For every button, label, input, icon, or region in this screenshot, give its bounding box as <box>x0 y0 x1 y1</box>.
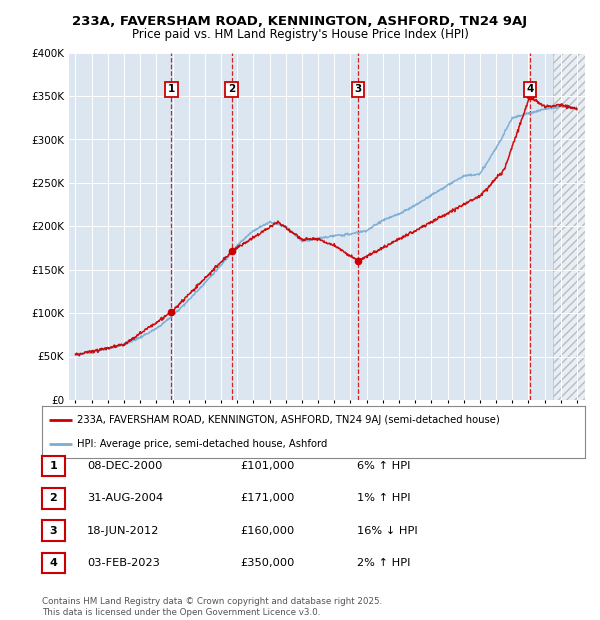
Text: Price paid vs. HM Land Registry's House Price Index (HPI): Price paid vs. HM Land Registry's House … <box>131 28 469 41</box>
Text: 4: 4 <box>49 558 58 568</box>
Text: 31-AUG-2004: 31-AUG-2004 <box>87 494 163 503</box>
Text: 03-FEB-2023: 03-FEB-2023 <box>87 558 160 568</box>
Text: 233A, FAVERSHAM ROAD, KENNINGTON, ASHFORD, TN24 9AJ: 233A, FAVERSHAM ROAD, KENNINGTON, ASHFOR… <box>73 16 527 29</box>
Text: 1: 1 <box>50 461 57 471</box>
Text: 2% ↑ HPI: 2% ↑ HPI <box>357 558 410 568</box>
Text: £171,000: £171,000 <box>240 494 295 503</box>
Text: 233A, FAVERSHAM ROAD, KENNINGTON, ASHFORD, TN24 9AJ (semi-detached house): 233A, FAVERSHAM ROAD, KENNINGTON, ASHFOR… <box>77 415 500 425</box>
Text: 08-DEC-2000: 08-DEC-2000 <box>87 461 163 471</box>
Text: 2: 2 <box>50 494 57 503</box>
Text: £101,000: £101,000 <box>240 461 295 471</box>
Text: 6% ↑ HPI: 6% ↑ HPI <box>357 461 410 471</box>
Text: HPI: Average price, semi-detached house, Ashford: HPI: Average price, semi-detached house,… <box>77 439 328 449</box>
Text: 16% ↓ HPI: 16% ↓ HPI <box>357 526 418 536</box>
Text: 3: 3 <box>354 84 362 94</box>
Text: Contains HM Land Registry data © Crown copyright and database right 2025.
This d: Contains HM Land Registry data © Crown c… <box>42 598 382 617</box>
Text: £160,000: £160,000 <box>240 526 294 536</box>
Text: 4: 4 <box>526 84 533 94</box>
Text: £350,000: £350,000 <box>240 558 295 568</box>
Text: 1% ↑ HPI: 1% ↑ HPI <box>357 494 410 503</box>
Bar <box>553 53 585 400</box>
Bar <box>553 53 585 400</box>
Text: 18-JUN-2012: 18-JUN-2012 <box>87 526 160 536</box>
Text: 1: 1 <box>168 84 175 94</box>
Text: 3: 3 <box>50 526 57 536</box>
Text: 2: 2 <box>228 84 235 94</box>
